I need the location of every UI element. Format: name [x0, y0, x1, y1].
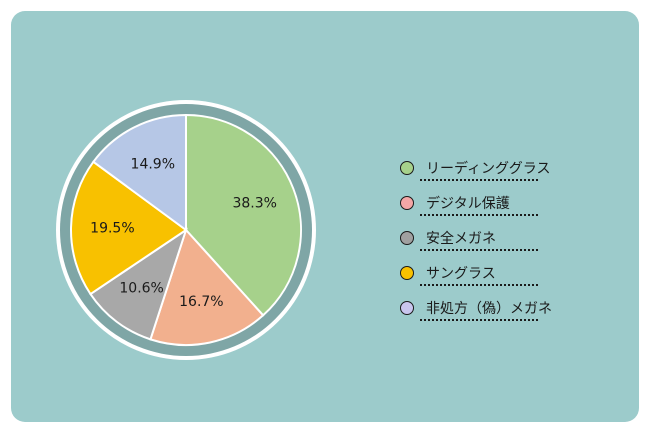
slice-value-label: 14.9%: [131, 156, 175, 172]
legend-label: 非処方（偽）メガネ: [426, 301, 552, 317]
legend-label: デジタル保護: [426, 196, 510, 212]
pie-slice-1: [185, 113, 302, 317]
legend-swatch: [400, 266, 414, 280]
pie-slice-4: [70, 160, 188, 296]
slice-value-label: 16.7%: [179, 294, 223, 310]
pie-labels: 38.3% 16.7% 10.6% 19.5% 14.9%: [90, 156, 277, 310]
legend-swatch: [400, 301, 414, 315]
legend-dotted-rule: [420, 319, 538, 321]
slice-value-label: 38.3%: [232, 196, 276, 212]
slice-value-label: 10.6%: [119, 281, 163, 297]
slice-value-label: 19.5%: [90, 220, 134, 236]
pie-slice-3: [89, 227, 188, 341]
pie-slice-5: [91, 113, 187, 232]
legend-dotted-rule: [420, 249, 538, 251]
legend-label: サングラス: [426, 266, 496, 282]
legend-label: 安全メガネ: [426, 231, 496, 247]
legend-swatch: [400, 231, 414, 245]
legend-dotted-rule: [420, 179, 538, 181]
legend-swatch: [400, 161, 414, 175]
legend-label: リーディンググラス: [426, 161, 551, 177]
legend-dotted-rule: [420, 284, 538, 286]
pie-slice-2: [149, 228, 265, 346]
pie-slices: [70, 113, 302, 346]
legend-swatch: [400, 196, 414, 210]
legend-dotted-rule: [420, 214, 538, 216]
